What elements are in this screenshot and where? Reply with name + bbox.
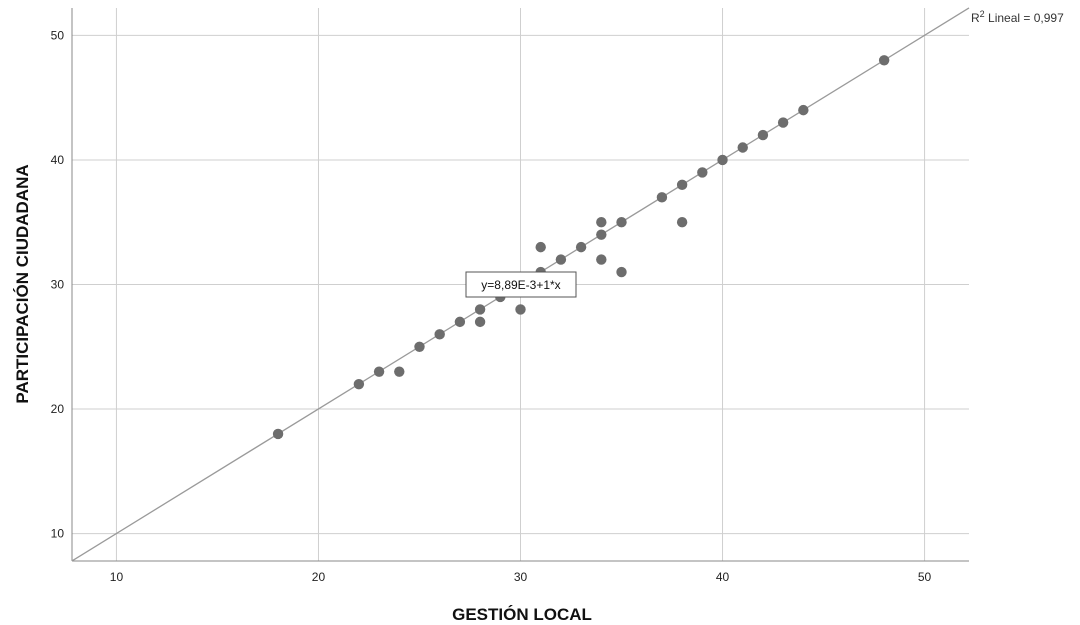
data-point [596,254,607,265]
data-point [676,179,688,191]
y-axis-title: PARTICIPACIÓN CIUDADANA [13,164,32,403]
y-tick-label: 40 [51,153,65,167]
data-point [616,217,627,228]
data-point [353,378,365,390]
data-point [394,366,405,377]
data-point [474,304,486,315]
data-point [757,129,769,141]
x-tick-label: 50 [918,570,932,584]
data-point [676,217,688,228]
data-point [656,192,668,203]
data-point [717,154,728,166]
data-point [272,428,284,440]
y-tick-label: 10 [51,527,65,541]
y-tick-label: 30 [51,278,65,292]
x-tick-label: 40 [716,570,730,584]
data-point [878,55,890,66]
data-point [474,316,486,328]
x-tick-label: 10 [110,570,124,584]
data-point [737,142,748,153]
x-tick-label: 30 [514,570,528,584]
data-points [272,55,890,440]
data-point [575,241,587,253]
data-point [434,329,445,340]
x-tick-label: 20 [312,570,326,584]
data-point [798,104,809,116]
axes [71,8,969,562]
data-point [515,304,526,315]
data-point [414,341,425,352]
data-point [596,229,607,240]
data-point [777,117,789,128]
data-point [373,366,385,377]
data-point [697,167,708,178]
grid-lines [72,8,969,561]
data-point [616,266,627,278]
data-point [596,217,607,228]
equation-box-frame [465,271,577,298]
r-squared-label: R2 Lineal = 0,997 [971,9,1064,25]
data-point [555,254,567,265]
tick-labels: 10 20 30 40 50 10 20 30 40 50 [51,28,932,584]
r-squared-superscript: 2 [980,9,985,19]
data-point [454,316,466,328]
equation-label: y=8,89E-3+1*x [481,278,560,292]
r-squared-prefix: R [971,11,980,25]
x-axis-title: GESTIÓN LOCAL [452,605,592,624]
data-point [535,241,546,253]
y-tick-label: 50 [51,28,65,42]
r-squared-text: Lineal = 0,997 [985,11,1064,25]
y-tick-label: 20 [51,402,65,416]
equation-box: y=8,89E-3+1*x [465,271,577,298]
